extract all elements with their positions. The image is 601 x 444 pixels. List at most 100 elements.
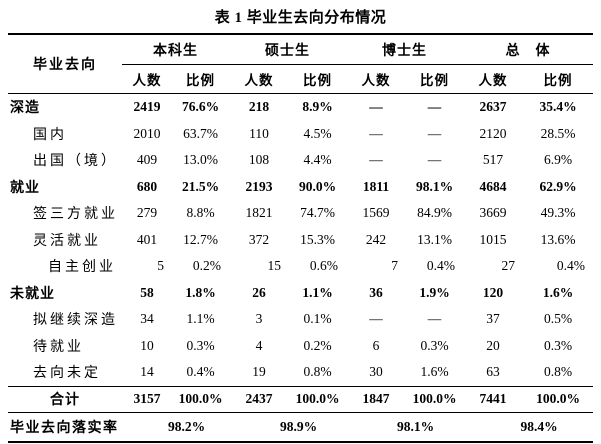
row-label: 拟继续深造 xyxy=(33,313,118,329)
cell-value: 36 xyxy=(369,284,383,300)
cell-value: 37 xyxy=(486,311,500,327)
cell-value: 0.8% xyxy=(543,364,573,380)
cell-value: 0.4% xyxy=(556,258,585,274)
cell-value: 0.4% xyxy=(426,258,455,274)
cell-value: 84.9% xyxy=(417,205,452,221)
graduate-destination-table: 毕业去向 本科生 硕士生 博士生 总 体 人数 比例 人数 比例 人数 比例 人… xyxy=(8,33,593,443)
cell-value: 15 xyxy=(267,258,282,274)
row-label: 未就业 xyxy=(10,286,55,302)
cell-value: 218 xyxy=(248,99,270,115)
cell-value: 100.0% xyxy=(523,385,593,413)
cell-value: 1015 xyxy=(479,231,507,247)
cell-value: 1811 xyxy=(362,178,390,194)
col-group-doctoral: 博士生 xyxy=(346,34,463,65)
cell-value: 98.1% xyxy=(396,418,435,434)
rate-row: 毕业去向落实率 98.2% 98.9% 98.1% 98.4% xyxy=(8,412,593,442)
cell-value: 30 xyxy=(369,364,383,380)
cell-value: 1.6% xyxy=(420,364,449,380)
cell-value: 4.5% xyxy=(303,125,332,141)
cell-value: 8.9% xyxy=(302,99,333,115)
cell-value: 2120 xyxy=(479,125,507,141)
cell-value: 2193 xyxy=(245,178,273,194)
cell-value: 4 xyxy=(255,337,263,353)
col-header-count-doctoral: 人数 xyxy=(346,64,406,94)
cell-value: 120 xyxy=(482,284,504,300)
total-row: 合计 3157 100.0% 2437 100.0% 1847 100.0% 7… xyxy=(8,385,593,413)
cell-value: 74.7% xyxy=(300,205,335,221)
cell-value: 13.1% xyxy=(417,231,452,247)
total-row-label: 合计 xyxy=(8,385,122,413)
cell-value: 108 xyxy=(248,152,270,168)
table-row: 就业 680 21.5% 2193 90.0% 1811 98.1% 4684 62.9% xyxy=(8,174,593,201)
cell-value: 100.0% xyxy=(289,385,346,413)
cell-value: 0.5% xyxy=(543,311,573,327)
row-label: 自主创业 xyxy=(48,260,116,276)
row-label: 就业 xyxy=(10,180,40,196)
cell-value: 6 xyxy=(372,337,380,353)
cell-value: 517 xyxy=(482,152,504,168)
table-row: 待就业 10 0.3% 4 0.2% 6 0.3% 20 0.3% xyxy=(8,333,593,360)
row-label: 待就业 xyxy=(33,339,84,355)
cell-value: 3157 xyxy=(122,385,172,413)
cell-value: 0.3% xyxy=(420,337,449,353)
cell-value: 1847 xyxy=(346,385,406,413)
table-row: 深造 2419 76.6% 218 8.9% — — 2637 35.4% xyxy=(8,94,593,121)
rate-row-label: 毕业去向落实率 xyxy=(10,420,119,436)
cell-value: 13.0% xyxy=(183,152,218,168)
cell-value: 2637 xyxy=(479,99,507,115)
col-group-total: 总 体 xyxy=(463,34,593,65)
cell-value: 0.2% xyxy=(303,337,332,353)
cell-value: 2419 xyxy=(133,99,161,115)
cell-value: 1.6% xyxy=(542,284,574,300)
cell-value: — xyxy=(369,152,383,168)
cell-value: 680 xyxy=(136,178,158,194)
cell-value: 13.6% xyxy=(540,231,576,247)
cell-value: 7441 xyxy=(463,385,523,413)
cell-value: 401 xyxy=(136,231,158,247)
cell-value: 6.9% xyxy=(543,152,573,168)
cell-value: 15.3% xyxy=(300,231,335,247)
cell-value: 4684 xyxy=(479,178,507,194)
cell-value: — xyxy=(427,311,442,327)
cell-value: 63 xyxy=(486,364,500,380)
cell-value: 98.1% xyxy=(415,178,454,194)
cell-value: 0.8% xyxy=(303,364,332,380)
cell-value: 20 xyxy=(486,337,500,353)
cell-value: 1569 xyxy=(362,205,390,221)
header-group-row: 毕业去向 本科生 硕士生 博士生 总 体 xyxy=(8,34,593,94)
col-header-ratio-total: 比例 xyxy=(523,64,593,94)
cell-value: 63.7% xyxy=(183,125,218,141)
cell-value: 28.5% xyxy=(540,125,576,141)
cell-value: 1.9% xyxy=(419,284,450,300)
cell-value: 0.6% xyxy=(309,258,338,274)
row-label: 签三方就业 xyxy=(33,207,118,223)
cell-value: 0.2% xyxy=(192,258,221,274)
row-label: 深造 xyxy=(10,101,40,117)
table-row: 灵活就业 401 12.7% 372 15.3% 242 13.1% 1015 13.6% xyxy=(8,227,593,254)
cell-value: 0.1% xyxy=(303,311,332,327)
row-label: 灵活就业 xyxy=(33,233,101,249)
cell-value: 34 xyxy=(140,311,154,327)
cell-value: 14 xyxy=(140,364,154,380)
row-label: 出国（境） xyxy=(33,154,118,170)
cell-value: 372 xyxy=(248,231,270,247)
cell-value: — xyxy=(369,311,383,327)
table-row: 未就业 58 1.8% 26 1.1% 36 1.9% 120 1.6% xyxy=(8,280,593,307)
col-header-count-master: 人数 xyxy=(229,64,289,94)
cell-value: 8.8% xyxy=(186,205,215,221)
cell-value: 27 xyxy=(501,258,516,274)
col-header-ratio-master: 比例 xyxy=(289,64,346,94)
col-group-undergraduate: 本科生 xyxy=(122,34,229,65)
table-row: 签三方就业 279 8.8% 1821 74.7% 1569 84.9% 3669 49.3% xyxy=(8,200,593,227)
table-title: 表 1 毕业生去向分布情况 xyxy=(214,10,387,26)
cell-value: 35.4% xyxy=(539,99,577,115)
col-header-ratio-undergraduate: 比例 xyxy=(172,64,229,94)
cell-value: 98.4% xyxy=(520,418,558,434)
cell-value: 62.9% xyxy=(539,178,577,194)
cell-value: — xyxy=(427,125,442,141)
table-row: 国内 2010 63.7% 110 4.5% — — 2120 28.5% xyxy=(8,121,593,148)
cell-value: 242 xyxy=(365,231,387,247)
cell-value: 10 xyxy=(140,337,154,353)
cell-value: 49.3% xyxy=(540,205,576,221)
